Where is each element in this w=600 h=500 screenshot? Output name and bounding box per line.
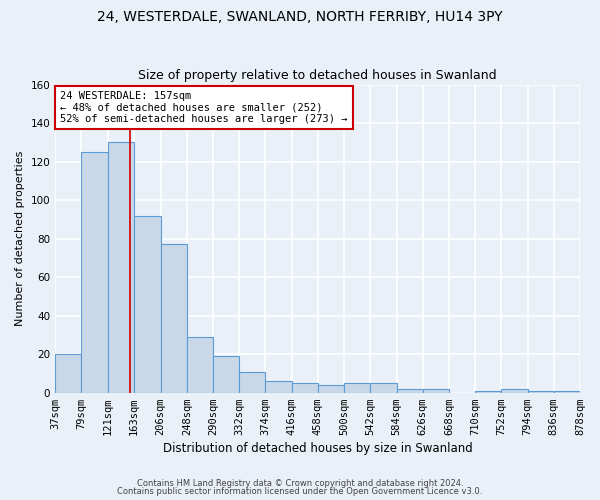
Bar — [423, 389, 449, 392]
Bar — [107, 142, 134, 392]
Y-axis label: Number of detached properties: Number of detached properties — [15, 151, 25, 326]
Bar — [370, 383, 397, 392]
Title: Size of property relative to detached houses in Swanland: Size of property relative to detached ho… — [138, 69, 497, 82]
Bar — [239, 372, 265, 392]
Bar — [187, 337, 213, 392]
Bar — [502, 389, 527, 392]
Text: Contains public sector information licensed under the Open Government Licence v3: Contains public sector information licen… — [118, 487, 482, 496]
Bar — [527, 391, 554, 392]
X-axis label: Distribution of detached houses by size in Swanland: Distribution of detached houses by size … — [163, 442, 472, 455]
Bar — [82, 152, 107, 392]
Bar — [397, 389, 423, 392]
Bar — [292, 383, 318, 392]
Bar — [475, 391, 502, 392]
Text: 24 WESTERDALE: 157sqm
← 48% of detached houses are smaller (252)
52% of semi-det: 24 WESTERDALE: 157sqm ← 48% of detached … — [61, 90, 348, 124]
Bar — [344, 383, 370, 392]
Text: Contains HM Land Registry data © Crown copyright and database right 2024.: Contains HM Land Registry data © Crown c… — [137, 478, 463, 488]
Bar — [55, 354, 82, 393]
Bar — [134, 216, 161, 392]
Bar — [265, 381, 292, 392]
Bar — [213, 356, 239, 393]
Bar — [554, 391, 580, 392]
Bar — [318, 385, 344, 392]
Bar — [161, 244, 187, 392]
Text: 24, WESTERDALE, SWANLAND, NORTH FERRIBY, HU14 3PY: 24, WESTERDALE, SWANLAND, NORTH FERRIBY,… — [97, 10, 503, 24]
